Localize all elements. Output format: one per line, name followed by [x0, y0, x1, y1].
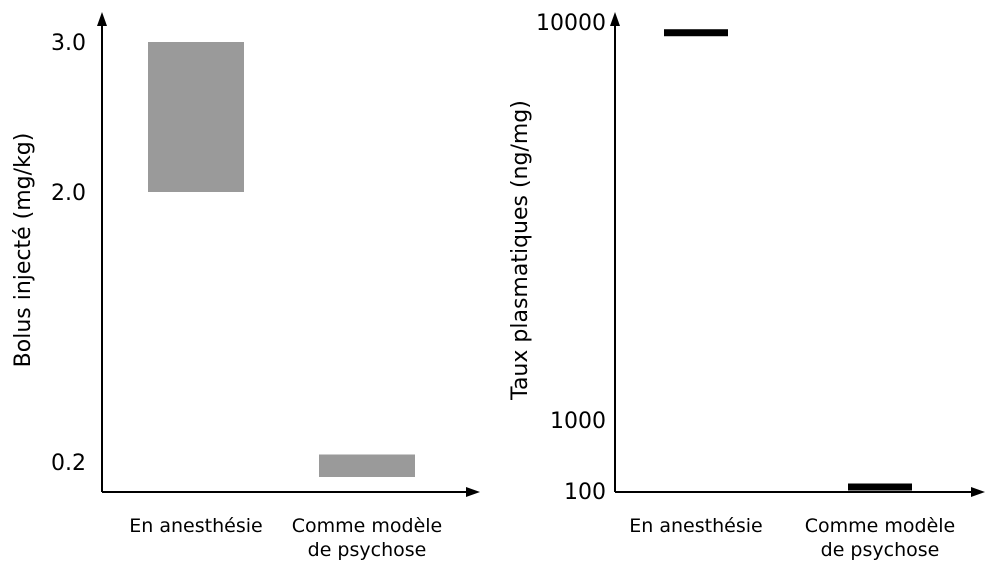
bolus-range-bar	[148, 42, 244, 192]
taux-level-marker	[848, 483, 912, 491]
bolus-category-label: En anesthésie	[129, 515, 262, 537]
chart-taux-plasmatiques: 10000 1000 100 En anesthésie Comme modèlede …	[508, 11, 985, 561]
bolus-category-label: de psychose	[308, 539, 427, 561]
taux-y-axis-arrow	[610, 12, 620, 26]
taux-y-tick-label: 10000	[536, 11, 606, 36]
bolus-x-axis-arrow	[466, 487, 480, 497]
taux-y-axis-label: Taux plasmatiques (ng/mg)	[508, 100, 533, 401]
taux-y-tick-label: 1000	[550, 409, 606, 434]
taux-category-label: Comme modèle	[805, 515, 956, 537]
bolus-y-tick-label: 0.2	[51, 451, 86, 476]
bolus-y-tick-label: 3.0	[51, 31, 86, 56]
bolus-range-bar	[319, 454, 415, 477]
taux-category-label: En anesthésie	[629, 515, 762, 537]
bolus-y-axis-arrow	[97, 12, 107, 26]
bolus-y-axis-label: Bolus injecté (mg/kg)	[11, 133, 36, 368]
bolus-category-label: Comme modèle	[292, 515, 443, 537]
bolus-y-tick-label: 2.0	[51, 181, 86, 206]
taux-y-tick-label: 100	[564, 480, 606, 505]
taux-level-marker	[664, 29, 728, 37]
taux-x-axis-arrow	[971, 487, 985, 497]
taux-category-label: de psychose	[821, 539, 940, 561]
